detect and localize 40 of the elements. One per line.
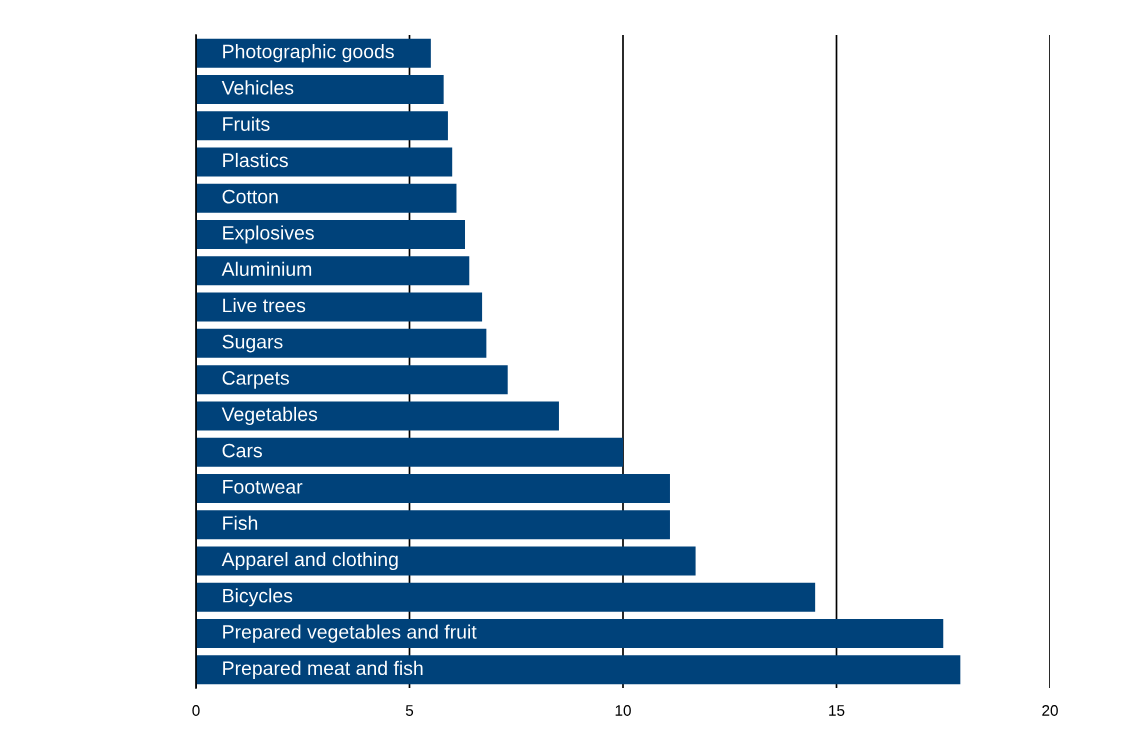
bar <box>196 437 623 467</box>
bar <box>196 365 508 395</box>
x-tick-label: 0 <box>192 705 200 716</box>
bar <box>196 74 444 104</box>
bar <box>196 220 466 250</box>
y-tick-label: Aluminium <box>221 261 312 277</box>
bar <box>196 328 487 358</box>
y-tick-label: Plastics <box>223 152 288 168</box>
y-tick-label: Prepared vegetables and fruit <box>223 624 477 643</box>
y-tick-label: Live trees <box>223 298 306 313</box>
bar <box>196 510 670 540</box>
y-tick-label: Footwear <box>223 480 303 494</box>
bar <box>196 546 696 576</box>
bar <box>196 147 453 177</box>
y-tick-label: Bicycles <box>223 588 293 607</box>
x-tick-label: 15 <box>829 705 845 716</box>
bar <box>196 655 961 685</box>
bar <box>196 401 559 431</box>
y-tick-label: Cotton <box>222 189 278 204</box>
bar <box>196 111 448 141</box>
bar <box>196 183 457 213</box>
y-tick-label: Carpets <box>222 371 289 389</box>
y-tick-label: Explosives <box>223 225 314 244</box>
y-tick-label: Vehicles <box>221 80 294 95</box>
y-tick-label: Prepared meat and fish <box>223 660 423 679</box>
bar <box>196 256 470 286</box>
x-tick-label: 10 <box>615 705 631 716</box>
y-tick-label: Cars <box>222 443 262 458</box>
y-tick-label: Vegetables <box>221 406 318 425</box>
y-tick-label: Fish <box>223 515 258 530</box>
y-tick-label: Fruits <box>223 116 270 131</box>
y-tick-label: Apparel and clothing <box>221 551 398 571</box>
bar <box>196 473 670 503</box>
y-tick-label: Photographic goods <box>223 44 394 63</box>
x-tick-label: 5 <box>405 705 414 716</box>
bar <box>196 582 816 612</box>
y-tick-label: Sugars <box>222 334 283 353</box>
x-tick-label: 20 <box>1042 705 1058 716</box>
bar <box>196 292 483 322</box>
bar <box>196 619 944 649</box>
